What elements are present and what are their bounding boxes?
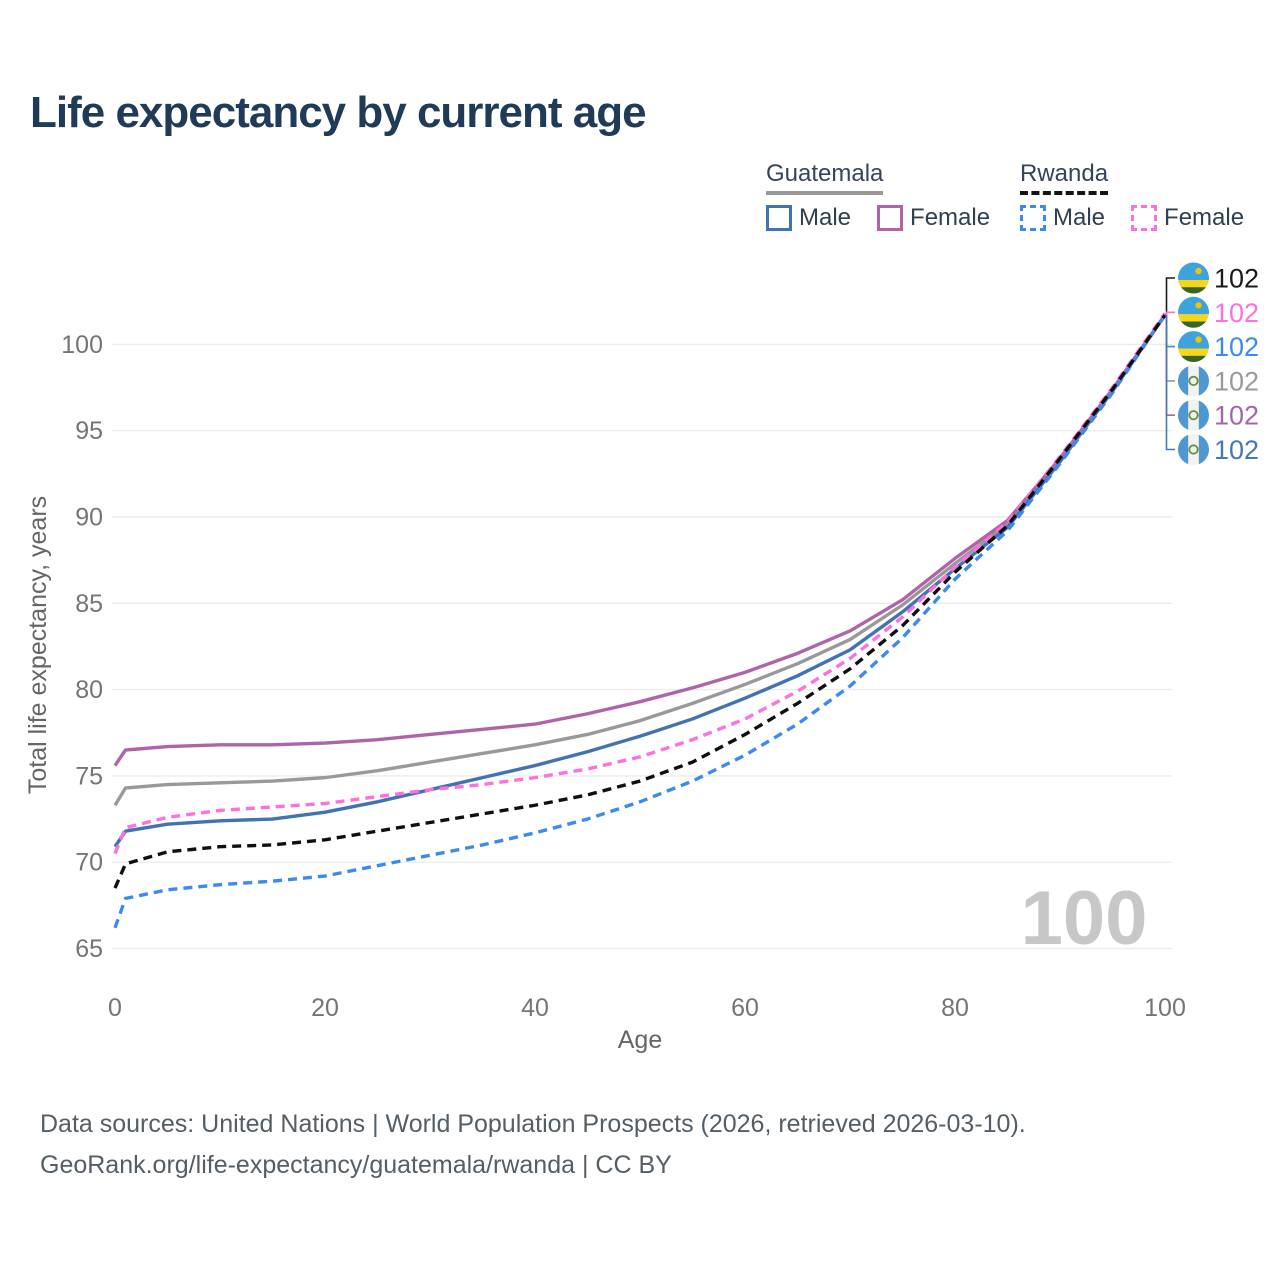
legend-item-rwanda-male[interactable]: Male [1020,204,1105,232]
y-tick-label: 95 [75,417,103,445]
end-label-value-guatemala-female: 102 [1214,401,1259,431]
legend-group-guatemala: Guatemala Male Female [766,160,990,232]
end-label-connector [1165,315,1175,348]
x-tick-label: 0 [108,994,122,1022]
rwanda-flag-icon [1178,262,1209,294]
x-tick-label: 20 [311,994,339,1022]
series-line-rwanda-both-sexes[interactable] [113,314,1167,889]
series-line-rwanda-female[interactable] [113,312,1167,855]
y-axis-title: Total life expectancy, years [24,496,52,794]
legend-label: Female [910,204,991,231]
y-tick-label: 90 [75,504,103,532]
legend-row-rwanda: Male Female [1020,204,1244,232]
legend-item-guatemala-female[interactable]: Female [877,204,990,232]
chart-title: Life expectancy by current age [30,88,647,137]
guatemala-flag-icon [1178,365,1209,397]
x-tick-label: 100 [1144,994,1186,1022]
end-label-connector [1165,315,1175,451]
end-label-connector [1165,311,1175,315]
rwanda-flag-icon [1178,331,1209,363]
y-tick-label: 85 [75,590,103,618]
age-watermark: 100 [1021,876,1148,961]
x-axis-title: Age [618,1026,662,1054]
y-tick-label: 80 [75,676,103,704]
legend-label: Female [1164,204,1245,231]
legend-group-rwanda: Rwanda Male Female [1020,160,1244,232]
end-label-value-rwanda-female: 102 [1214,298,1259,328]
series-line-guatemala-both-sexes[interactable] [113,314,1167,807]
series-line-rwanda-male[interactable] [113,314,1167,929]
guatemala-flag-icon [1178,399,1209,431]
x-tick-label: 40 [521,994,549,1022]
series-line-guatemala-female[interactable] [113,314,1167,767]
y-tick-label: 65 [75,935,103,963]
data-source-caption: Data sources: United Nations | World Pop… [40,1104,1026,1185]
rwanda-flag-icon [1178,296,1209,328]
end-label-connector [1165,277,1175,315]
solid-line-swatch-icon [766,205,792,231]
caption-line-2: GeoRank.org/life-expectancy/guatemala/rw… [40,1150,672,1179]
end-label-connector [1165,315,1175,417]
legend-country-rwanda[interactable]: Rwanda [1020,160,1109,195]
legend-row-guatemala: Male Female [766,204,990,232]
legend-item-guatemala-male[interactable]: Male [766,204,851,232]
legend-label: Male [799,204,852,231]
legend-label: Male [1053,204,1106,231]
caption-line-1: Data sources: United Nations | World Pop… [40,1110,1026,1138]
y-tick-label: 100 [61,331,103,359]
y-tick-label: 75 [75,762,103,790]
end-label-value-rwanda-both-sexes: 102 [1214,264,1259,294]
x-tick-label: 80 [941,994,969,1022]
dashed-line-swatch-icon [1020,205,1046,231]
solid-line-swatch-icon [877,205,904,231]
x-tick-label: 60 [731,994,759,1022]
end-label-value-guatemala-male: 102 [1214,435,1259,465]
guatemala-flag-icon [1178,434,1209,465]
end-label-value-guatemala-both-sexes: 102 [1214,366,1259,396]
legend: Guatemala Male Female Rwanda Male [766,160,1244,232]
end-label-value-rwanda-male: 102 [1214,332,1259,362]
end-label-connector [1165,315,1175,382]
legend-item-rwanda-female[interactable]: Female [1131,204,1244,232]
dashed-line-swatch-icon [1131,205,1158,231]
y-tick-label: 70 [75,849,103,877]
series-line-guatemala-male[interactable] [113,314,1167,848]
legend-country-guatemala[interactable]: Guatemala [766,160,884,195]
